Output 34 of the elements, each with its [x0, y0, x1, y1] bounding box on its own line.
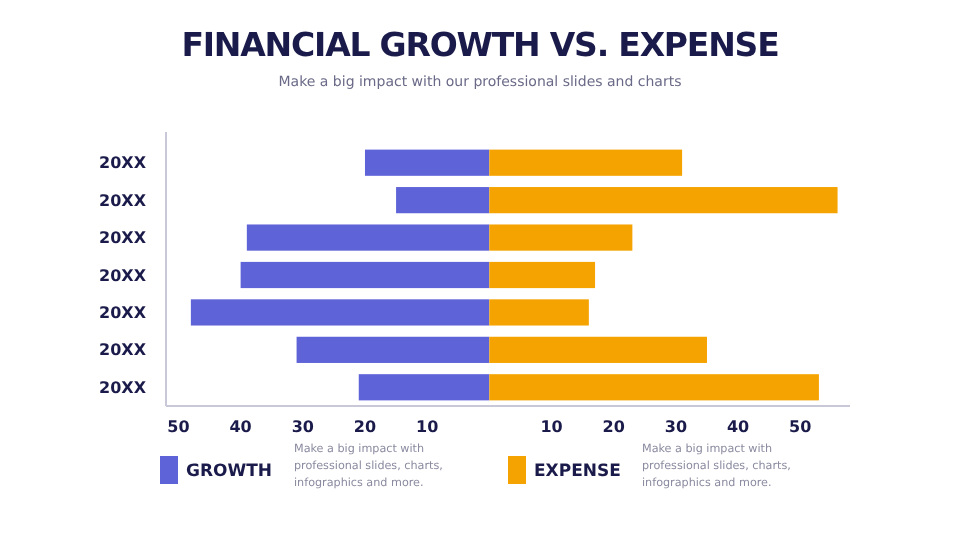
y-tick-label: 20XX [99, 191, 148, 210]
bar [396, 187, 490, 214]
y-tick-label: 20XX [99, 341, 148, 360]
bar [489, 149, 683, 176]
x-tick-label: 20 [353, 417, 377, 436]
bar [489, 374, 819, 401]
y-tick-label: 20XX [99, 154, 148, 173]
y-tick-label: 20XX [99, 229, 148, 248]
chart-title: FINANCIAL GROWTH VS. EXPENSE [181, 26, 780, 64]
x-tick-label: 30 [291, 417, 315, 436]
y-tick-label: 20XX [99, 304, 148, 323]
x-tick-label: 40 [229, 417, 253, 436]
bar [240, 261, 490, 289]
x-tick-label: 50 [789, 417, 813, 436]
bar [246, 224, 490, 251]
bar [358, 374, 490, 401]
legend-label: EXPENSE [534, 461, 622, 482]
bar [489, 336, 707, 363]
bar [489, 299, 589, 326]
x-tick-label: 10 [540, 417, 564, 436]
x-tick-label: 20 [602, 417, 626, 436]
bar [296, 336, 490, 363]
x-tick-label: 40 [726, 417, 751, 436]
x-tick-label: 50 [167, 417, 191, 436]
bar [489, 187, 838, 214]
bar [489, 261, 596, 289]
legend-label: GROWTH [186, 461, 273, 482]
y-tick-label: 20XX [99, 266, 148, 285]
bar [190, 299, 490, 326]
y-tick-label: 20XX [99, 378, 148, 397]
x-tick-label: 30 [664, 417, 688, 436]
x-tick-label: 10 [416, 417, 440, 436]
bar [489, 224, 633, 251]
bar [364, 149, 490, 176]
